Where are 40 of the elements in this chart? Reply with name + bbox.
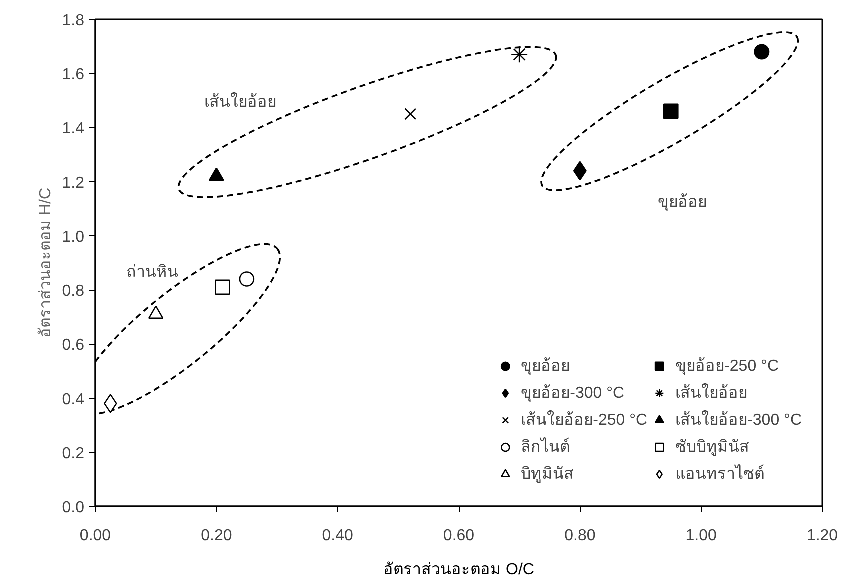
- legend-label: ขุยอ้อย-250 °C: [676, 356, 779, 378]
- point: [239, 272, 255, 287]
- legend-label: ซับบิทูมินัส: [676, 438, 750, 458]
- y-tick-label: 0.0: [62, 500, 85, 516]
- x-axis-title: อัตราส่วนอะตอม O/C: [384, 562, 534, 578]
- point: [573, 161, 587, 181]
- x-tick-label: 0.40: [322, 528, 354, 544]
- x-tick-label: 0.60: [443, 528, 475, 544]
- legend-label: ขุยอ้อย-300 °C: [521, 384, 625, 404]
- point: [663, 104, 679, 120]
- point: [104, 394, 118, 414]
- y-tick-label: 1.8: [62, 12, 85, 30]
- x-tick-label: 0.00: [80, 528, 112, 544]
- y-tick-label: 1.2: [62, 174, 85, 192]
- y-tick-label: 0.6: [62, 337, 85, 354]
- y-tick-label: 1.6: [62, 66, 85, 84]
- x-tick-label: 0.80: [564, 528, 596, 544]
- point: [215, 280, 230, 295]
- x-tick-label: 1.00: [686, 528, 718, 544]
- y-tick-label: 0.2: [62, 445, 85, 462]
- y-tick-label: 0.8: [62, 283, 85, 300]
- y-tick-label: 1.0: [62, 228, 85, 246]
- x-tick-label: 0.20: [201, 528, 232, 544]
- x-tick-label: 1.20: [806, 528, 838, 544]
- y-tick-label: 1.4: [62, 120, 85, 138]
- legend-label: บิทูมินัส: [521, 465, 574, 486]
- annotation: ขุยอ้อย: [658, 193, 707, 212]
- point: [510, 46, 528, 64]
- y-tick-label: 0.4: [62, 391, 85, 408]
- legend-label: ลิกไนต์: [521, 436, 570, 458]
- annotation: เส้นใยอ้อย: [204, 92, 276, 111]
- legend-label: แอนทราไซต์: [676, 464, 765, 485]
- legend-label: เส้นใยอ้อย-250 °C: [521, 410, 648, 431]
- legend-label: ขุยอ้อย: [521, 356, 570, 378]
- point: [754, 44, 770, 60]
- legend-label: เส้นใยอ้อย-300 °C: [676, 410, 802, 431]
- annotation: ถ่านหิน: [126, 264, 178, 281]
- y-axis-title: อัตราส่วนอะตอม H/C: [37, 188, 54, 338]
- legend-label: เส้นใยอ้อย: [676, 382, 748, 404]
- point: [404, 108, 416, 120]
